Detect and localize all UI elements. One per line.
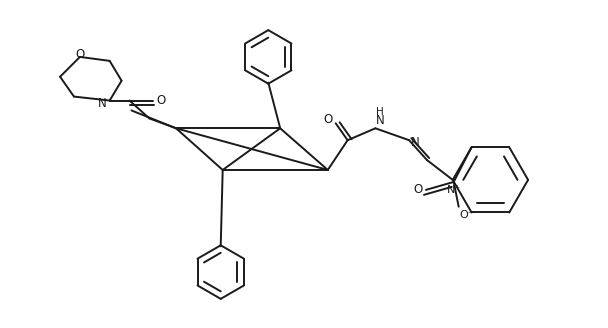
Text: H: H [376, 108, 384, 117]
Text: O⁻: O⁻ [459, 210, 474, 220]
Text: N⁺: N⁺ [447, 185, 461, 195]
Text: O: O [75, 49, 85, 61]
Text: O: O [157, 94, 166, 107]
Text: N: N [410, 136, 420, 149]
Text: O: O [323, 113, 333, 126]
Text: N: N [376, 114, 385, 127]
Text: O: O [413, 183, 423, 196]
Text: N: N [98, 97, 107, 110]
